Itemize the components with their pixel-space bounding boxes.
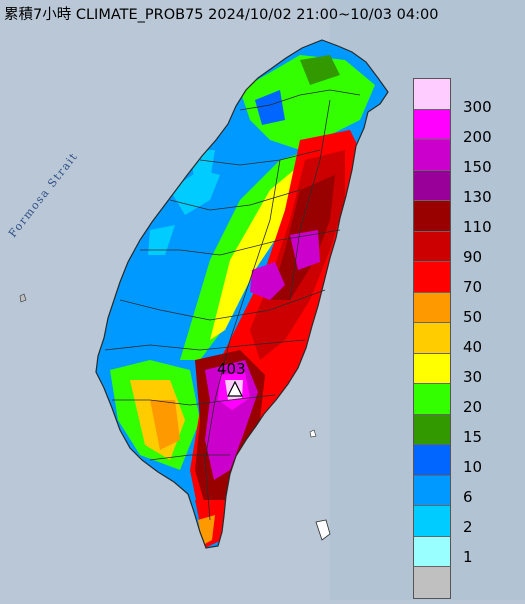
small-island xyxy=(309,429,317,438)
legend-label: 40 xyxy=(463,338,483,356)
legend-label: 200 xyxy=(463,128,492,146)
legend-swatch xyxy=(414,262,450,293)
map-title: 累積7小時 CLIMATE_PROB75 2024/10/02 21:00~10… xyxy=(4,7,439,23)
triangle-icon xyxy=(227,380,243,397)
color-legend xyxy=(413,78,451,599)
legend-label: 70 xyxy=(463,278,483,296)
legend-label: 50 xyxy=(463,308,483,326)
legend-label: 300 xyxy=(463,98,492,116)
penghu-islands xyxy=(19,293,27,303)
legend-label: 130 xyxy=(463,188,492,206)
peak-rainfall-value: 403 xyxy=(217,360,246,378)
legend-swatch xyxy=(414,292,450,323)
island-outline xyxy=(95,39,389,549)
legend-swatch xyxy=(414,323,450,354)
legend-label: 20 xyxy=(463,398,483,416)
legend-swatch xyxy=(414,140,450,171)
legend-label: 110 xyxy=(463,218,492,236)
legend-label: 30 xyxy=(463,368,483,386)
legend-swatch xyxy=(414,170,450,201)
legend-swatch xyxy=(414,109,450,140)
legend-label: 150 xyxy=(463,158,492,176)
legend-label: 10 xyxy=(463,458,483,476)
legend-swatch xyxy=(414,384,450,415)
legend-label: 6 xyxy=(463,488,473,506)
legend-swatch xyxy=(414,201,450,232)
legend-swatch xyxy=(414,353,450,384)
legend-swatch xyxy=(414,567,450,598)
legend-label: 15 xyxy=(463,428,483,446)
legend-swatch xyxy=(414,475,450,506)
legend-label: 1 xyxy=(463,548,473,566)
legend-label: 90 xyxy=(463,248,483,266)
green-island xyxy=(315,519,331,541)
legend-swatch xyxy=(414,506,450,537)
legend-swatch xyxy=(414,445,450,476)
legend-swatch xyxy=(414,414,450,445)
legend-swatch xyxy=(414,79,450,110)
legend-label: 2 xyxy=(463,518,473,536)
county-boundaries xyxy=(104,89,361,521)
legend-swatch xyxy=(414,536,450,567)
legend-swatch xyxy=(414,231,450,262)
